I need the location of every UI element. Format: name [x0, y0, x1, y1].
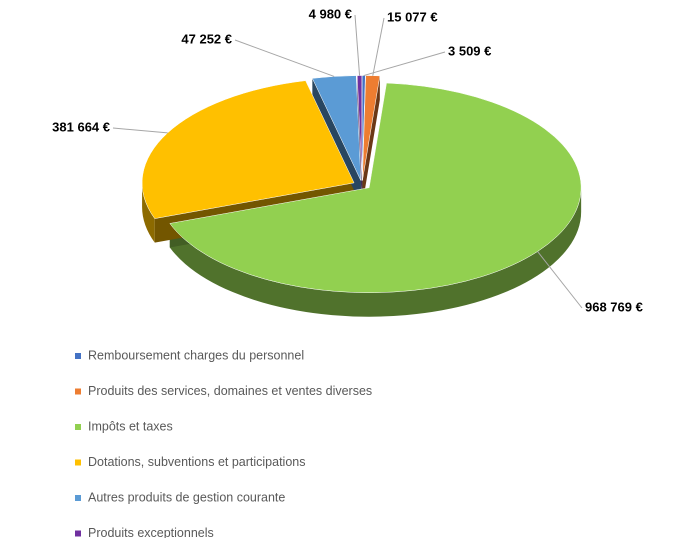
legend-swatch [75, 353, 81, 359]
legend-label: Remboursement charges du personnel [88, 348, 304, 362]
slice [141, 80, 355, 219]
slice-side [142, 182, 155, 243]
legend-label: Dotations, subventions et participations [88, 455, 306, 469]
data-label: 47 252 € [181, 31, 232, 46]
leader-line [537, 251, 583, 309]
leader-line [112, 127, 168, 134]
leader-line [372, 17, 385, 76]
data-label: 4 980 € [309, 6, 352, 21]
leader-line [234, 39, 335, 77]
slice [169, 82, 582, 293]
legend-label: Produits exceptionnels [88, 526, 214, 538]
legend-swatch [75, 424, 81, 430]
slice-side [169, 187, 582, 317]
slice-cut [362, 75, 380, 205]
legend-label: Produits des services, domaines et vente… [88, 384, 372, 398]
data-label: 381 664 € [52, 119, 110, 134]
data-label: 3 509 € [448, 43, 491, 58]
legend-swatch [75, 530, 81, 537]
data-label: 15 077 € [387, 9, 438, 24]
slice [356, 75, 363, 181]
legend-swatch [75, 459, 81, 466]
legend-label: Impôts et taxes [88, 419, 173, 433]
legend-swatch [75, 495, 81, 501]
legend-label: Autres produits de gestion courante [88, 490, 285, 504]
leader-line [363, 51, 446, 77]
legend-swatch [75, 388, 81, 395]
data-label: 968 769 € [585, 299, 643, 314]
leader-line [354, 14, 361, 76]
